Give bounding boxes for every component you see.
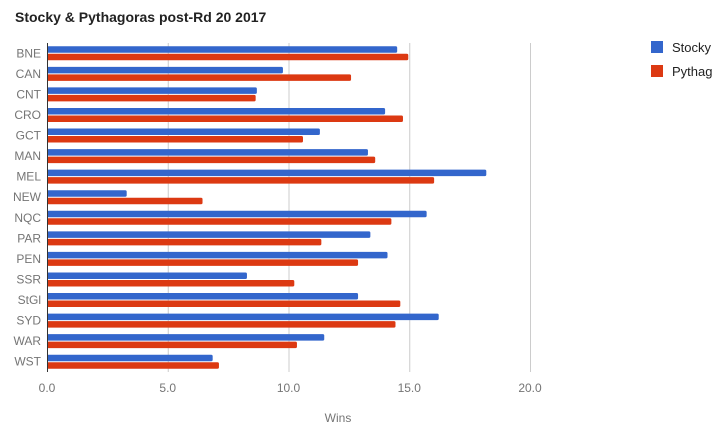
bar-stocky [47,107,386,115]
bar-stocky [47,190,127,197]
bar-stocky [47,46,398,53]
category-label: WST [14,355,41,369]
category-label: GCT [16,129,42,143]
bar-stocky [47,293,359,300]
legend-label: Pythag [672,64,712,79]
legend-label: Stocky [672,40,712,55]
x-tick-label: 15.0 [398,381,422,395]
legend-swatch [651,65,663,77]
category-label: NEW [13,190,42,204]
bar-stocky [47,149,368,156]
chart-title: Stocky & Pythagoras post-Rd 20 2017 [15,9,267,25]
bar-pythag [47,156,376,164]
bar-pythag [47,341,297,349]
x-tick-label: 0.0 [39,381,56,395]
category-label: PEN [16,252,41,266]
bar-pythag [47,136,303,143]
bar-pythag [47,300,401,308]
legend-swatch [651,41,663,53]
bar-stocky [47,272,247,279]
category-label: PAR [17,231,41,245]
category-label: MEL [16,170,41,184]
category-label: CNT [16,87,41,101]
category-label: NQC [14,211,41,225]
category-label: StGl [18,293,41,307]
category-label: CRO [14,108,41,122]
bar-pythag [47,74,352,81]
x-axis-label: Wins [325,411,352,425]
bar-stocky [47,66,283,74]
bar-pythag [47,94,256,102]
x-tick-label: 20.0 [518,381,542,395]
bar-pythag [47,279,295,287]
category-label: BNE [16,46,41,60]
bar-stocky [47,231,371,238]
bar-stocky [47,87,257,94]
category-label: CAN [16,67,41,81]
bar-pythag [47,259,359,266]
bar-stocky [47,251,388,259]
category-label: MAN [14,149,41,163]
category-label: WAR [13,334,41,348]
x-tick-label: 10.0 [277,381,301,395]
bar-stocky [47,354,213,362]
bar-pythag [47,238,322,246]
bar-pythag [47,218,392,225]
bar-stocky [47,313,439,321]
bar-pythag [47,321,396,328]
bar-pythag [47,115,403,122]
bar-pythag [47,362,219,369]
bar-stocky [47,210,427,218]
category-label: SYD [16,314,41,328]
bar-pythag [47,177,435,184]
x-tick-label: 5.0 [159,381,176,395]
bar-stocky [47,169,487,177]
category-label: SSR [16,272,41,286]
bar-stocky [47,128,320,136]
bar-pythag [47,53,409,61]
bar-pythag [47,197,203,205]
bar-stocky [47,334,325,341]
